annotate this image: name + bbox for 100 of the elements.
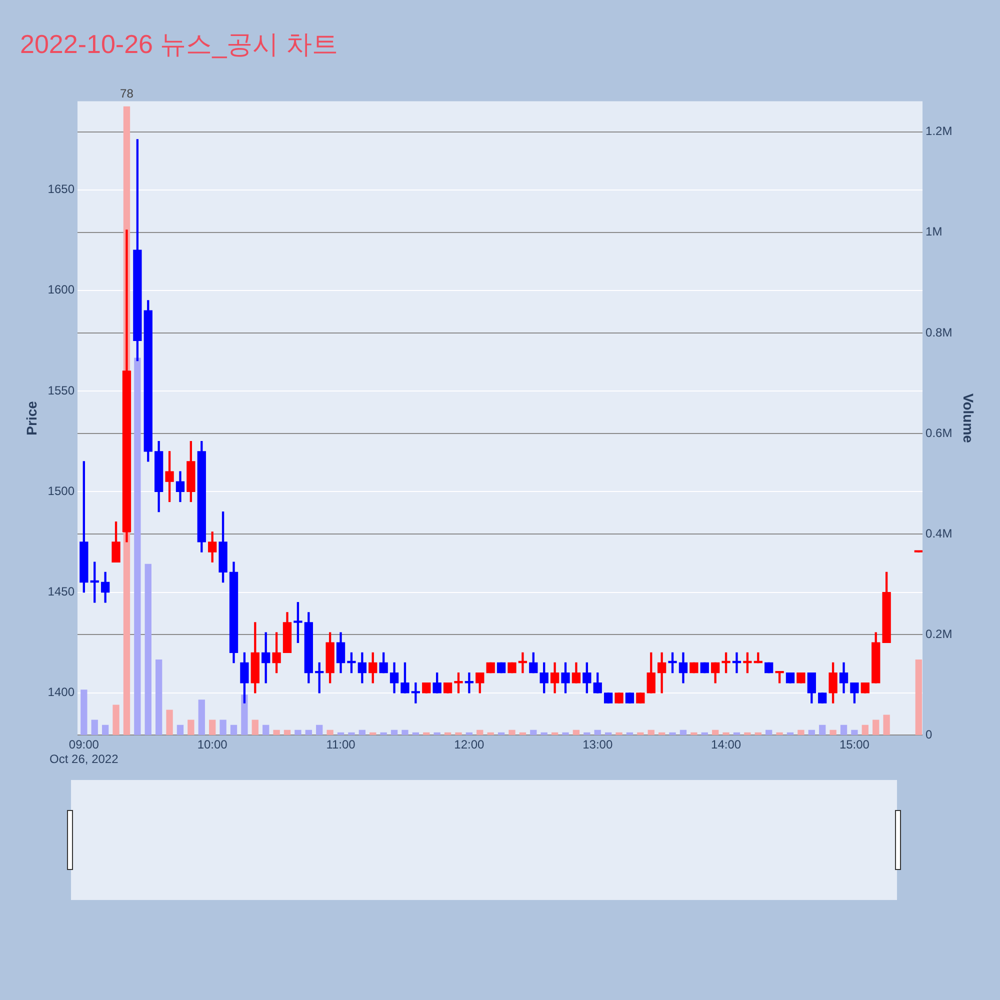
bar — [798, 730, 804, 736]
bar — [326, 730, 334, 736]
y2-tick-label: 0.6M — [926, 426, 952, 440]
bar — [584, 732, 590, 736]
y-tick-label: 1600 — [48, 282, 75, 297]
bar — [176, 724, 184, 736]
bar — [754, 732, 762, 736]
bar — [348, 732, 355, 736]
bar — [733, 732, 740, 736]
bar — [851, 730, 858, 736]
y-axis-title: Price — [23, 400, 40, 436]
y2-axis-title: Volume — [960, 393, 977, 444]
bar — [626, 732, 634, 736]
bar — [112, 704, 120, 736]
bar — [370, 732, 376, 736]
y-tick-label: 1550 — [48, 383, 75, 398]
bar — [830, 730, 836, 736]
bar — [316, 724, 323, 736]
bar — [766, 730, 772, 736]
bar — [637, 732, 644, 736]
candlestick — [732, 652, 742, 674]
bar — [102, 724, 109, 736]
bar — [444, 732, 452, 736]
x-tick-label: 11:00 — [326, 738, 356, 752]
x-tick-label: 13:00 — [582, 738, 613, 752]
bar — [337, 732, 344, 736]
bar — [262, 724, 270, 736]
candlestick — [518, 652, 528, 674]
bar — [808, 730, 815, 736]
bar — [530, 730, 537, 736]
bar — [380, 732, 387, 736]
bar — [712, 730, 719, 736]
bar — [819, 724, 826, 736]
bar — [551, 732, 558, 736]
bar — [604, 732, 612, 736]
bar — [305, 730, 312, 736]
y2-tick-label: 0 — [926, 728, 933, 742]
bar — [840, 724, 848, 736]
bar — [209, 720, 216, 736]
x-tick-label: 09:00 Oct 26, 2022 — [50, 738, 119, 766]
bar — [230, 724, 238, 736]
y-tick-label: 1400 — [48, 685, 75, 700]
bar — [594, 730, 601, 736]
bar — [744, 732, 751, 736]
bar — [434, 732, 440, 736]
bar — [358, 730, 366, 736]
bar — [284, 730, 291, 736]
bar — [91, 720, 98, 736]
y2-tick-label: 0.8M — [926, 325, 952, 340]
y-tick-label: 1500 — [48, 484, 75, 498]
text: 78 — [120, 86, 134, 101]
y2-tick-label: 0.2M — [926, 626, 952, 641]
bar — [862, 724, 868, 736]
bar — [872, 720, 880, 736]
bar — [412, 732, 420, 736]
x-tick-label: 12:00 — [454, 738, 485, 752]
x-tick-label: 10:00 — [197, 738, 228, 752]
bar — [701, 732, 708, 736]
chart-title: 2022-10-26 뉴스_공시 차트 — [20, 28, 338, 59]
y-tick-label: 1650 — [48, 182, 75, 196]
y2-tick-label: 1M — [926, 224, 942, 239]
bar — [455, 732, 462, 736]
bar — [883, 714, 890, 736]
bar — [487, 732, 494, 736]
bar — [786, 732, 794, 736]
bar — [690, 732, 698, 736]
bar — [540, 732, 548, 736]
bar — [166, 710, 173, 736]
bar — [648, 730, 654, 736]
bar — [669, 732, 676, 736]
bar — [722, 732, 730, 736]
bar — [252, 720, 258, 736]
bar — [616, 732, 622, 736]
bar — [776, 732, 783, 736]
bar — [155, 659, 162, 736]
bar — [390, 730, 398, 736]
bar — [680, 730, 687, 736]
y2-tick-label: 1.2M — [926, 124, 952, 138]
bar — [402, 730, 408, 736]
bar — [508, 730, 516, 736]
bar — [572, 730, 580, 736]
bar — [498, 732, 505, 736]
bar — [134, 358, 141, 736]
bar — [466, 732, 473, 736]
bar — [80, 690, 88, 736]
x-tick-label: 14:00 — [711, 738, 742, 752]
bar — [915, 659, 922, 736]
bar — [476, 730, 484, 736]
candlestick — [411, 682, 420, 704]
bar — [294, 730, 302, 736]
bar — [220, 720, 226, 736]
bar — [273, 730, 280, 736]
y-tick-label: 1450 — [48, 584, 75, 599]
y2-tick-label: 0.4M — [926, 526, 952, 540]
bar — [423, 732, 430, 736]
bar — [144, 564, 152, 736]
bar — [562, 732, 569, 736]
bar — [198, 700, 205, 736]
bar — [658, 732, 666, 736]
bar — [241, 694, 248, 736]
